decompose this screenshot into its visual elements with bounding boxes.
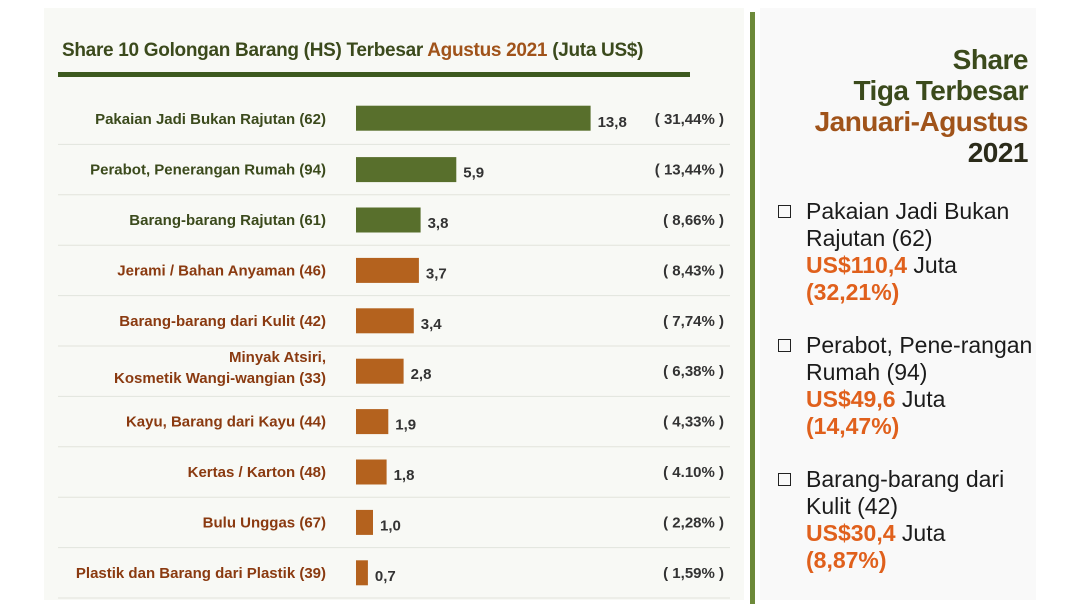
data-label: 0,7 [375, 568, 396, 585]
category-label: Perabot, Penerangan Rumah (94) [90, 162, 326, 179]
share-label: ( 1,59% ) [663, 565, 724, 582]
checkbox-bullet-icon [778, 339, 791, 352]
title-underline [58, 72, 690, 77]
data-label: 3,8 [428, 215, 449, 232]
bar [356, 509, 373, 535]
summary-item-pct: (32,21%) [806, 279, 900, 305]
share-label: ( 31,44% ) [655, 111, 724, 128]
chart-title: Share 10 Golongan Barang (HS) Terbesar A… [62, 40, 643, 62]
bar [356, 409, 389, 435]
summary-item-text: Perabot, Pene-rangan Rumah (94) [806, 332, 1046, 386]
category-label: Barang-barang Rajutan (61) [129, 212, 326, 229]
category-label: Kertas / Karton (48) [188, 464, 326, 481]
bar [356, 358, 404, 384]
data-label: 3,7 [426, 265, 447, 282]
share-label: ( 2,28% ) [663, 514, 724, 531]
summary-item-value: US$30,4 [806, 520, 896, 546]
summary-heading: Share Tiga Terbesar Januari-Agustus 2021 [814, 44, 1029, 168]
data-label: 13,8 [598, 114, 627, 131]
category-label: Bulu Unggas (67) [203, 514, 326, 531]
bar [356, 560, 368, 586]
data-label: 1,0 [380, 517, 401, 534]
vertical-divider [750, 12, 755, 604]
summary-heading-line-3: Januari-Agustus [814, 106, 1029, 137]
data-label: 2,8 [411, 366, 432, 383]
share-label: ( 6,38% ) [663, 363, 724, 380]
chart-title-main: Share 10 Golongan Barang (HS) Terbesar [62, 40, 423, 61]
data-label: 1,8 [394, 467, 415, 484]
summary-heading-line-1: Share [952, 44, 1029, 75]
share-label: ( 4.10% ) [663, 464, 724, 481]
bar [356, 105, 591, 131]
category-label: Minyak Atsiri, Kosmetik Wangi-wangian (33… [114, 349, 326, 387]
bar [356, 308, 414, 334]
share-label: ( 4,33% ) [663, 414, 724, 431]
summary-heading-line-2: Tiga Terbesar [853, 75, 1028, 106]
category-label: Jerami / Bahan Anyaman (46) [117, 262, 326, 279]
chart-title-period: Agustus 2021 [427, 40, 548, 61]
summary-item-unit: Juta [901, 520, 946, 546]
summary-item-text: Pakaian Jadi Bukan Rajutan (62) [806, 198, 1046, 252]
share-label: ( 8,66% ) [663, 212, 724, 229]
bar [356, 207, 421, 233]
category-label: Pakaian Jadi Bukan Rajutan (62) [95, 111, 326, 128]
summary-panel [760, 8, 1036, 600]
category-label: Plastik dan Barang dari Plastik (39) [76, 565, 326, 582]
summary-item-unit: Juta [913, 252, 957, 278]
summary-item-text: Barang-barang dari Kulit (42) [806, 466, 1046, 520]
summary-item-label: Barang-barang dari Kulit (42) [806, 466, 1005, 519]
checkbox-bullet-icon [778, 205, 791, 218]
summary-item-value: US$110,4 [806, 252, 908, 278]
bar [356, 257, 419, 283]
summary-heading-line-4: 2021 [967, 137, 1029, 168]
category-label: Kayu, Barang dari Kayu (44) [126, 414, 326, 431]
bar [356, 157, 457, 183]
bar [356, 459, 387, 485]
summary-item-unit: Juta [901, 386, 946, 412]
summary-item-pct: (14,47%) [806, 413, 900, 439]
share-label: ( 13,44% ) [655, 162, 724, 179]
chart-title-unit: (Juta US$) [552, 40, 644, 61]
share-label: ( 7,74% ) [663, 313, 724, 330]
category-label: Barang-barang dari Kulit (42) [119, 313, 326, 330]
data-label: 5,9 [463, 165, 484, 182]
summary-item-label: Pakaian Jadi Bukan Rajutan (62) [806, 198, 1010, 251]
summary-item-pct: (8,87%) [806, 547, 887, 573]
summary-item-label: Perabot, Pene-rangan Rumah (94) [806, 332, 1033, 385]
data-label: 3,4 [421, 316, 443, 333]
summary-item-value: US$49,6 [806, 386, 896, 412]
data-label: 1,9 [395, 417, 416, 434]
checkbox-bullet-icon [778, 473, 791, 486]
share-label: ( 8,43% ) [663, 262, 724, 279]
